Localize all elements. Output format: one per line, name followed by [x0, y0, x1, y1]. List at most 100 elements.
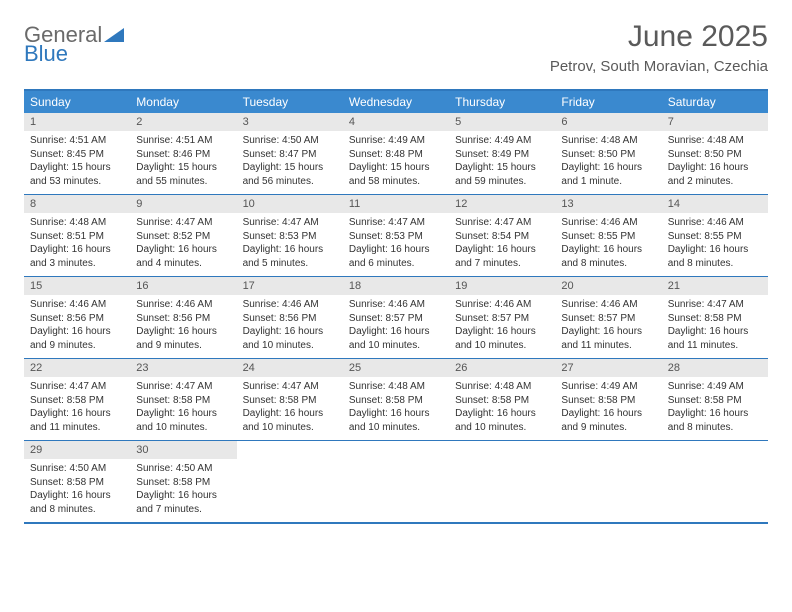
sunset-text: Sunset: 8:51 PM [30, 230, 124, 244]
sunrise-text: Sunrise: 4:49 AM [668, 380, 762, 394]
day-details: Sunrise: 4:46 AMSunset: 8:56 PMDaylight:… [237, 295, 343, 358]
daylight-text: Daylight: 16 hours and 10 minutes. [349, 325, 443, 352]
sunrise-text: Sunrise: 4:46 AM [561, 298, 655, 312]
sunset-text: Sunset: 8:55 PM [561, 230, 655, 244]
calendar-day: 19Sunrise: 4:46 AMSunset: 8:57 PMDayligh… [449, 277, 555, 358]
week-row: 15Sunrise: 4:46 AMSunset: 8:56 PMDayligh… [24, 277, 768, 359]
daylight-text: Daylight: 16 hours and 1 minute. [561, 161, 655, 188]
sunrise-text: Sunrise: 4:48 AM [455, 380, 549, 394]
day-number: 22 [24, 359, 130, 377]
day-number: 25 [343, 359, 449, 377]
day-number: 10 [237, 195, 343, 213]
calendar-day: 20Sunrise: 4:46 AMSunset: 8:57 PMDayligh… [555, 277, 661, 358]
sunrise-text: Sunrise: 4:48 AM [561, 134, 655, 148]
sunrise-text: Sunrise: 4:47 AM [136, 216, 230, 230]
calendar-day: 30Sunrise: 4:50 AMSunset: 8:58 PMDayligh… [130, 441, 236, 522]
calendar-day: 10Sunrise: 4:47 AMSunset: 8:53 PMDayligh… [237, 195, 343, 276]
sunrise-text: Sunrise: 4:47 AM [668, 298, 762, 312]
daylight-text: Daylight: 16 hours and 8 minutes. [668, 407, 762, 434]
sunrise-text: Sunrise: 4:50 AM [136, 462, 230, 476]
day-number: 8 [24, 195, 130, 213]
sunrise-text: Sunrise: 4:49 AM [561, 380, 655, 394]
daylight-text: Daylight: 16 hours and 7 minutes. [455, 243, 549, 270]
daylight-text: Daylight: 16 hours and 10 minutes. [349, 407, 443, 434]
daylight-text: Daylight: 16 hours and 11 minutes. [668, 325, 762, 352]
day-details: Sunrise: 4:46 AMSunset: 8:56 PMDaylight:… [130, 295, 236, 358]
day-number: 14 [662, 195, 768, 213]
day-details: Sunrise: 4:46 AMSunset: 8:57 PMDaylight:… [449, 295, 555, 358]
sunrise-text: Sunrise: 4:51 AM [136, 134, 230, 148]
day-details: Sunrise: 4:50 AMSunset: 8:58 PMDaylight:… [24, 459, 130, 522]
logo-triangle-icon [104, 24, 124, 47]
sunrise-text: Sunrise: 4:46 AM [561, 216, 655, 230]
day-details: Sunrise: 4:46 AMSunset: 8:55 PMDaylight:… [662, 213, 768, 276]
week-row: 29Sunrise: 4:50 AMSunset: 8:58 PMDayligh… [24, 441, 768, 524]
day-details: Sunrise: 4:47 AMSunset: 8:58 PMDaylight:… [130, 377, 236, 440]
calendar-day: 3Sunrise: 4:50 AMSunset: 8:47 PMDaylight… [237, 113, 343, 194]
calendar-day: 23Sunrise: 4:47 AMSunset: 8:58 PMDayligh… [130, 359, 236, 440]
sunrise-text: Sunrise: 4:48 AM [668, 134, 762, 148]
title-block: June 2025 Petrov, South Moravian, Czechi… [550, 20, 768, 75]
day-details: Sunrise: 4:48 AMSunset: 8:58 PMDaylight:… [449, 377, 555, 440]
day-number: 13 [555, 195, 661, 213]
sunset-text: Sunset: 8:46 PM [136, 148, 230, 162]
calendar-day: 16Sunrise: 4:46 AMSunset: 8:56 PMDayligh… [130, 277, 236, 358]
calendar-day: 1Sunrise: 4:51 AMSunset: 8:45 PMDaylight… [24, 113, 130, 194]
day-number: 7 [662, 113, 768, 131]
week-row: 8Sunrise: 4:48 AMSunset: 8:51 PMDaylight… [24, 195, 768, 277]
calendar-day: 8Sunrise: 4:48 AMSunset: 8:51 PMDaylight… [24, 195, 130, 276]
day-details: Sunrise: 4:48 AMSunset: 8:51 PMDaylight:… [24, 213, 130, 276]
day-number: 6 [555, 113, 661, 131]
calendar-grid: Sunday Monday Tuesday Wednesday Thursday… [24, 89, 768, 524]
day-details: Sunrise: 4:49 AMSunset: 8:58 PMDaylight:… [662, 377, 768, 440]
weeks-container: 1Sunrise: 4:51 AMSunset: 8:45 PMDaylight… [24, 113, 768, 524]
calendar-day: 21Sunrise: 4:47 AMSunset: 8:58 PMDayligh… [662, 277, 768, 358]
day-details: Sunrise: 4:51 AMSunset: 8:46 PMDaylight:… [130, 131, 236, 194]
sunset-text: Sunset: 8:56 PM [243, 312, 337, 326]
daylight-text: Daylight: 16 hours and 3 minutes. [30, 243, 124, 270]
daylight-text: Daylight: 16 hours and 6 minutes. [349, 243, 443, 270]
day-number: 4 [343, 113, 449, 131]
calendar-day: 29Sunrise: 4:50 AMSunset: 8:58 PMDayligh… [24, 441, 130, 522]
daylight-text: Daylight: 16 hours and 11 minutes. [30, 407, 124, 434]
calendar-day: 11Sunrise: 4:47 AMSunset: 8:53 PMDayligh… [343, 195, 449, 276]
sunrise-text: Sunrise: 4:47 AM [243, 380, 337, 394]
calendar-day: 5Sunrise: 4:49 AMSunset: 8:49 PMDaylight… [449, 113, 555, 194]
logo-text-blue: Blue [24, 41, 68, 66]
day-number: 29 [24, 441, 130, 459]
sunset-text: Sunset: 8:45 PM [30, 148, 124, 162]
sunrise-text: Sunrise: 4:46 AM [668, 216, 762, 230]
location-label: Petrov, South Moravian, Czechia [550, 58, 768, 75]
calendar-day: 25Sunrise: 4:48 AMSunset: 8:58 PMDayligh… [343, 359, 449, 440]
day-number: 16 [130, 277, 236, 295]
weekday-friday: Friday [555, 91, 661, 113]
day-number: 2 [130, 113, 236, 131]
sunrise-text: Sunrise: 4:49 AM [455, 134, 549, 148]
day-number: 18 [343, 277, 449, 295]
day-details: Sunrise: 4:47 AMSunset: 8:58 PMDaylight:… [662, 295, 768, 358]
daylight-text: Daylight: 16 hours and 9 minutes. [561, 407, 655, 434]
calendar-day: 26Sunrise: 4:48 AMSunset: 8:58 PMDayligh… [449, 359, 555, 440]
sunrise-text: Sunrise: 4:46 AM [243, 298, 337, 312]
weekday-saturday: Saturday [662, 91, 768, 113]
day-details: Sunrise: 4:48 AMSunset: 8:50 PMDaylight:… [662, 131, 768, 194]
daylight-text: Daylight: 16 hours and 10 minutes. [243, 407, 337, 434]
day-number: 24 [237, 359, 343, 377]
day-details: Sunrise: 4:47 AMSunset: 8:54 PMDaylight:… [449, 213, 555, 276]
day-number: 28 [662, 359, 768, 377]
day-number: 26 [449, 359, 555, 377]
sunrise-text: Sunrise: 4:46 AM [30, 298, 124, 312]
daylight-text: Daylight: 15 hours and 56 minutes. [243, 161, 337, 188]
day-number: 15 [24, 277, 130, 295]
day-details: Sunrise: 4:48 AMSunset: 8:50 PMDaylight:… [555, 131, 661, 194]
daylight-text: Daylight: 16 hours and 9 minutes. [136, 325, 230, 352]
day-number: 27 [555, 359, 661, 377]
day-details: Sunrise: 4:49 AMSunset: 8:49 PMDaylight:… [449, 131, 555, 194]
sunset-text: Sunset: 8:58 PM [668, 394, 762, 408]
daylight-text: Daylight: 16 hours and 10 minutes. [243, 325, 337, 352]
weekday-header-row: Sunday Monday Tuesday Wednesday Thursday… [24, 91, 768, 113]
weekday-thursday: Thursday [449, 91, 555, 113]
weekday-wednesday: Wednesday [343, 91, 449, 113]
day-details: Sunrise: 4:50 AMSunset: 8:58 PMDaylight:… [130, 459, 236, 522]
sunrise-text: Sunrise: 4:48 AM [349, 380, 443, 394]
